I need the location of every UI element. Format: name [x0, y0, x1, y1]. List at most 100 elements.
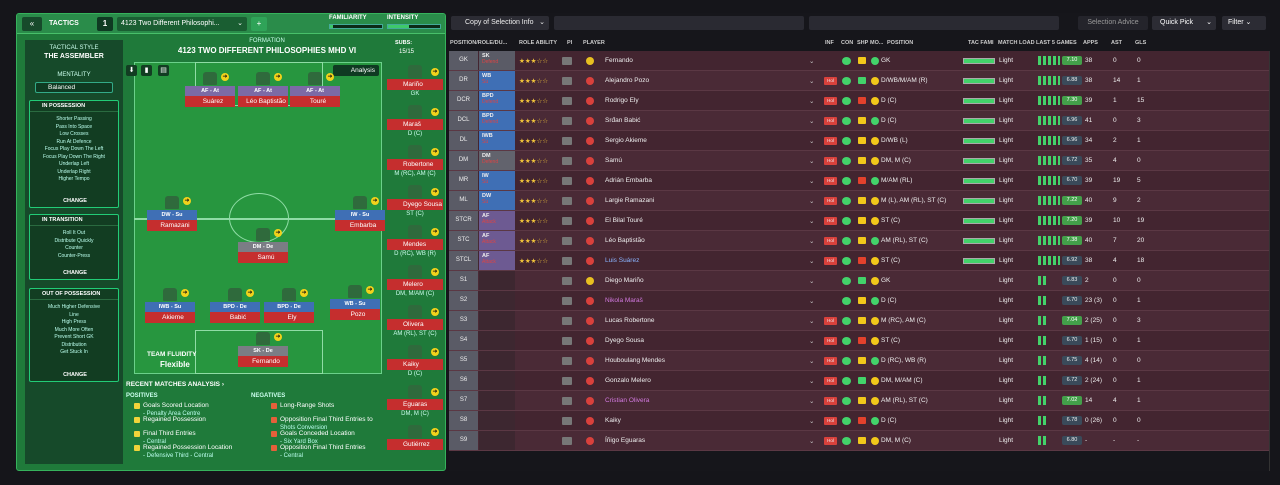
- row-role[interactable]: DM Defend: [479, 151, 515, 170]
- table-row[interactable]: S5 Houboulang Mendes ⌄ Hol D (RC), WB (R) Lig…: [449, 351, 1269, 371]
- col-pi[interactable]: PI: [567, 40, 573, 46]
- player-instructions-icon[interactable]: [562, 377, 572, 385]
- row-role[interactable]: IW Su: [479, 171, 515, 190]
- row-role[interactable]: [479, 391, 515, 410]
- row-role[interactable]: [479, 411, 515, 430]
- clipboard-icon[interactable]: ▤: [158, 65, 169, 76]
- pitch-player-card[interactable]: AF - At Léo Baptistão: [238, 86, 288, 107]
- player-instructions-icon[interactable]: [562, 257, 572, 265]
- table-row[interactable]: DCR BPD Defend ★★★☆☆ Rodrigo Ely ⌄ Hol D (C) Lig…: [449, 91, 1269, 111]
- chevron-down-icon[interactable]: ⌄: [809, 118, 815, 125]
- pitch-player-card[interactable]: DW - Su Ramazani: [147, 210, 197, 231]
- player-name[interactable]: Rodrigo Ely: [605, 97, 639, 104]
- row-role[interactable]: [479, 331, 515, 350]
- row-role[interactable]: [479, 311, 515, 330]
- chevron-down-icon[interactable]: ⌄: [809, 378, 815, 385]
- chevron-down-icon[interactable]: ⌄: [809, 338, 815, 345]
- stats-icon[interactable]: ▮: [141, 65, 152, 76]
- chevron-down-icon[interactable]: ⌄: [809, 138, 815, 145]
- row-role[interactable]: AF Attack: [479, 231, 515, 250]
- in-transition-change-button[interactable]: CHANGE: [63, 270, 87, 276]
- pitch-player-card[interactable]: DM - De Samú: [238, 242, 288, 263]
- substitute-card[interactable]: ➜ Maraš D (C): [387, 105, 443, 138]
- chevron-down-icon[interactable]: ⌄: [809, 198, 815, 205]
- pitch-player-card[interactable]: SK - De Fernando: [238, 346, 288, 367]
- player-name[interactable]: El Bilal Touré: [605, 217, 643, 224]
- pitch-player-card[interactable]: IW - Su Embarba: [335, 210, 385, 231]
- substitute-card[interactable]: ➜ Gutiérrez: [387, 425, 443, 458]
- tactic-select-dropdown[interactable]: 4123 Two Different Philosophi... ⌄: [117, 17, 247, 31]
- col-inf[interactable]: INF: [825, 40, 834, 46]
- chevron-down-icon[interactable]: ⌄: [809, 238, 815, 245]
- col-position-role-duty[interactable]: POSITION/ROLE/DU...: [450, 40, 508, 46]
- table-row[interactable]: DCL BPD Defend ★★★☆☆ Srđan Babić ⌄ Hol D (C) Lig…: [449, 111, 1269, 131]
- player-instructions-icon[interactable]: [562, 237, 572, 245]
- in-possession-change-button[interactable]: CHANGE: [63, 198, 87, 204]
- substitute-card[interactable]: ➜ Dyego Sousa ST (C): [387, 185, 443, 218]
- pitch-player-card[interactable]: BPD - De Ely: [264, 302, 314, 323]
- row-role[interactable]: SK Defend: [479, 51, 515, 70]
- table-row[interactable]: S3 Lucas Robertone ⌄ Hol M (RC), AM (C) Light…: [449, 311, 1269, 331]
- substitute-card[interactable]: ➜ Mariño GK: [387, 65, 443, 98]
- collapse-button[interactable]: «: [22, 17, 42, 31]
- pitch-player-card[interactable]: AF - At Suárez: [185, 86, 235, 107]
- table-row[interactable]: S4 Dyego Sousa ⌄ Hol ST (C) Light 6.70 1 (15) 0 1: [449, 331, 1269, 351]
- player-name[interactable]: Dyego Sousa: [605, 337, 645, 344]
- player-instructions-icon[interactable]: [562, 177, 572, 185]
- row-role[interactable]: [479, 431, 515, 450]
- col-con[interactable]: CON: [841, 40, 854, 46]
- tactic-slot-number[interactable]: 1: [97, 17, 113, 31]
- table-row[interactable]: S9 Íñigo Eguaras ⌄ Hol DM, M (C) Light 6.80- - -: [449, 431, 1269, 451]
- row-role[interactable]: BPD Defend: [479, 91, 515, 110]
- table-scrollbar[interactable]: [1269, 51, 1270, 471]
- player-name[interactable]: Kaiky: [605, 417, 621, 424]
- substitute-card[interactable]: ➜ Eguaras DM, M (C): [387, 385, 443, 418]
- table-row[interactable]: DM DM Defend ★★★☆☆ Samú ⌄ Hol DM, M (C) Light 6.7…: [449, 151, 1269, 171]
- chevron-down-icon[interactable]: ⌄: [809, 58, 815, 65]
- col-last-5-games[interactable]: LAST 5 GAMES: [1036, 40, 1077, 46]
- chevron-down-icon[interactable]: ⌄: [809, 78, 815, 85]
- player-instructions-icon[interactable]: [562, 417, 572, 425]
- toolbar-slot-2[interactable]: [809, 16, 1059, 30]
- player-name[interactable]: Largie Ramazani: [605, 197, 655, 204]
- pitch-player-card[interactable]: AF - At Touré: [290, 86, 340, 107]
- substitute-card[interactable]: ➜ Mendes D (RC), WB (R): [387, 225, 443, 258]
- player-name[interactable]: Samú: [605, 157, 622, 164]
- mentality-dropdown[interactable]: Balanced: [35, 82, 113, 93]
- chevron-down-icon[interactable]: ⌄: [809, 398, 815, 405]
- table-row[interactable]: ML DW Su ★★★☆☆ Largie Ramazani ⌄ Hol M (L), AM …: [449, 191, 1269, 211]
- player-name[interactable]: Íñigo Eguaras: [605, 437, 646, 444]
- table-row[interactable]: S2 Nikola Maraš ⌄ D (C) Light 6.70 23 (3) 0 1: [449, 291, 1269, 311]
- chevron-down-icon[interactable]: ⌄: [809, 178, 815, 185]
- player-name[interactable]: Adrián Embarba: [605, 177, 652, 184]
- player-instructions-icon[interactable]: [562, 157, 572, 165]
- player-name[interactable]: Léo Baptistão: [605, 237, 645, 244]
- player-instructions-icon[interactable]: [562, 297, 572, 305]
- col-tac-fam[interactable]: TAC FAMI: [968, 40, 994, 46]
- col-player[interactable]: PLAYER: [583, 40, 605, 46]
- player-instructions-icon[interactable]: [562, 357, 572, 365]
- col-ast[interactable]: AST: [1111, 40, 1122, 46]
- selection-view-dropdown[interactable]: Copy of Selection Info ⌄: [451, 16, 549, 30]
- player-instructions-icon[interactable]: [562, 97, 572, 105]
- player-name[interactable]: Luis Suárez: [605, 257, 640, 264]
- table-row[interactable]: S1 Diego Mariño ⌄ GK Light 6.83 2 0 0: [449, 271, 1269, 291]
- chevron-down-icon[interactable]: ⌄: [809, 218, 815, 225]
- row-role[interactable]: [479, 371, 515, 390]
- row-role[interactable]: IWB Su: [479, 131, 515, 150]
- table-row[interactable]: DL IWB Su ★★★☆☆ Sergio Akieme ⌄ Hol D/WB (L) Lig…: [449, 131, 1269, 151]
- chevron-down-icon[interactable]: ⌄: [809, 158, 815, 165]
- tactical-style-value[interactable]: THE ASSEMBLER: [44, 53, 104, 60]
- row-role[interactable]: BPD Defend: [479, 111, 515, 130]
- row-role[interactable]: [479, 351, 515, 370]
- chevron-down-icon[interactable]: ⌄: [809, 438, 815, 445]
- player-instructions-icon[interactable]: [562, 137, 572, 145]
- col-gls[interactable]: GLS: [1135, 40, 1147, 46]
- col-role-ability[interactable]: ROLE ABILITY: [519, 40, 557, 46]
- player-name[interactable]: Fernando: [605, 57, 633, 64]
- chevron-down-icon[interactable]: ⌄: [809, 278, 815, 285]
- chevron-down-icon[interactable]: ⌄: [809, 358, 815, 365]
- chevron-down-icon[interactable]: ⌄: [809, 258, 815, 265]
- col-match-load[interactable]: MATCH LOAD: [998, 40, 1035, 46]
- chevron-down-icon[interactable]: ⌄: [809, 318, 815, 325]
